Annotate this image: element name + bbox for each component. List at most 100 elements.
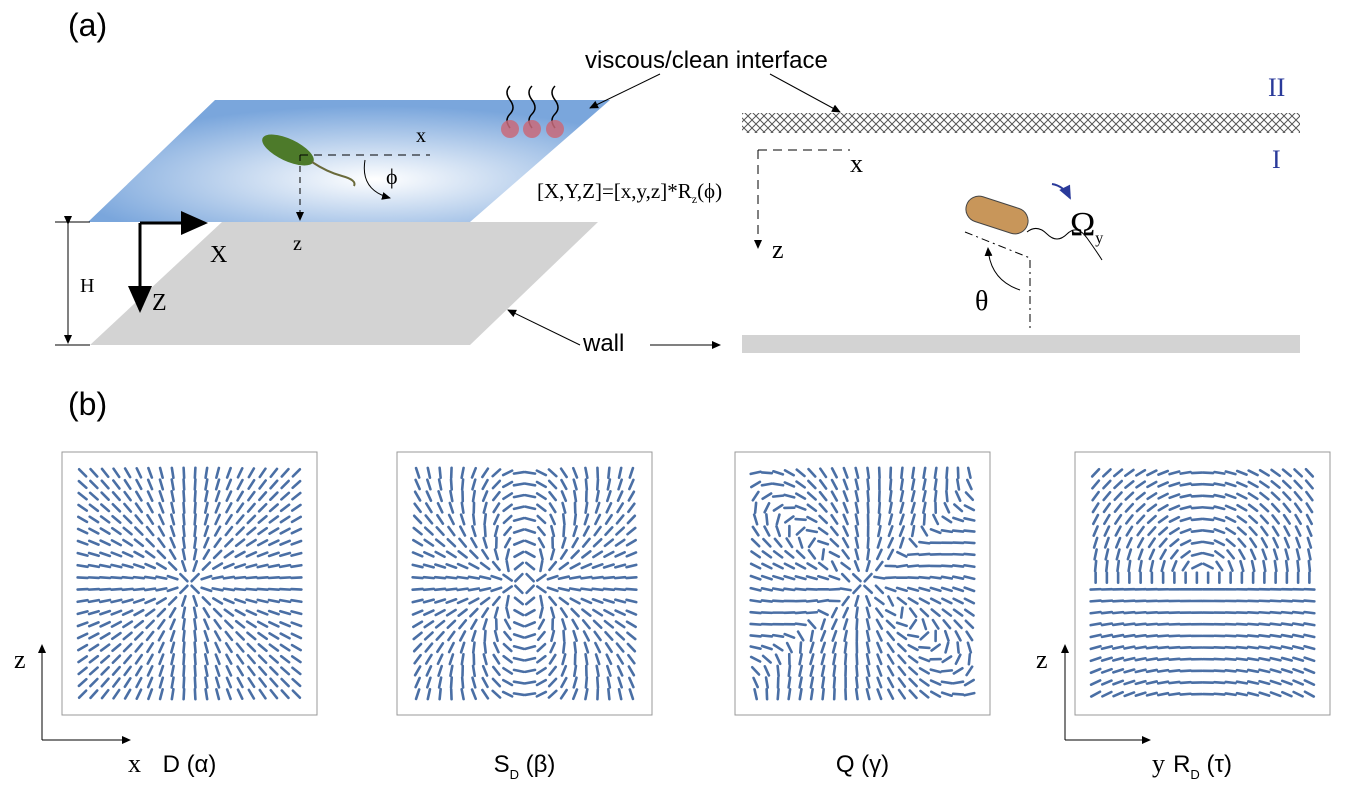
- axis-label: x: [850, 149, 863, 178]
- axis-label: x: [128, 749, 141, 778]
- streamline-dash: [811, 689, 812, 699]
- streamline-dash: [540, 561, 542, 571]
- angle-label: ϕ: [386, 164, 398, 189]
- streamline-dash: [778, 689, 779, 699]
- streamline-dash: [194, 538, 195, 548]
- streamline-dash: [593, 577, 603, 578]
- streamline-dash: [773, 484, 783, 486]
- streamline-dash: [1214, 682, 1224, 683]
- streamline-dash: [458, 589, 468, 590]
- streamline-dash: [1309, 561, 1310, 571]
- label-part: Q (γ): [836, 751, 889, 778]
- streamline-dash: [514, 484, 524, 486]
- streamline-dash: [964, 542, 974, 543]
- streamline-dash: [1271, 647, 1281, 649]
- streamline-dash: [514, 472, 524, 474]
- streamline-dash: [766, 514, 767, 524]
- label-part: (β): [519, 751, 555, 778]
- streamline-dash: [291, 577, 301, 578]
- streamline-dash: [1124, 635, 1134, 637]
- region-label: I: [1272, 145, 1281, 174]
- streamline-dash: [145, 577, 155, 578]
- streamline-dash: [946, 491, 947, 501]
- streamline-dash: [78, 577, 88, 578]
- streamline-dash: [1169, 693, 1179, 694]
- streamline-dash: [1102, 624, 1112, 626]
- streamline-dash: [485, 631, 486, 641]
- streamline-dash: [924, 468, 926, 478]
- streamline-dash: [280, 565, 290, 567]
- streamline-dash: [874, 577, 884, 579]
- streamline-dash: [1237, 659, 1247, 660]
- streamline-dash: [908, 635, 918, 637]
- streamline-dash: [751, 624, 761, 625]
- streamline-dash: [1147, 658, 1157, 660]
- streamline-dash: [845, 654, 846, 664]
- streamline-dash: [829, 589, 839, 590]
- streamline-dash: [123, 589, 133, 590]
- flow-plot: [1075, 452, 1330, 715]
- streamline-dash: [1282, 635, 1292, 637]
- streamline-dash: [485, 526, 486, 536]
- streamline-dash: [485, 514, 486, 524]
- rod: [963, 193, 1032, 238]
- streamline-dash: [1169, 636, 1179, 637]
- theta-arc: [988, 248, 1020, 290]
- streamline-dash: [1259, 612, 1269, 613]
- streamline-dash: [1147, 670, 1157, 672]
- streamline-dash: [1237, 682, 1247, 684]
- streamline-dash: [1169, 670, 1179, 671]
- streamline-dash: [897, 565, 907, 567]
- streamline-dash: [1169, 647, 1179, 648]
- label-part: D (α): [163, 751, 217, 778]
- streamline-dash: [235, 577, 245, 578]
- streamline-dash: [183, 526, 184, 536]
- streamline-dash: [469, 588, 479, 590]
- streamline-dash: [1091, 601, 1101, 602]
- streamline-dash: [473, 643, 474, 653]
- streamline-dash: [258, 577, 268, 578]
- streamline-dash: [111, 577, 121, 578]
- streamline-dash: [183, 538, 184, 548]
- streamline-dash: [134, 577, 144, 578]
- streamline-dash: [807, 600, 817, 601]
- streamline-dash: [1124, 647, 1134, 649]
- streamline-dash: [1113, 635, 1123, 637]
- streamline-dash: [1181, 682, 1191, 683]
- streamline-dash: [111, 589, 121, 590]
- streamline-dash: [1113, 601, 1123, 602]
- streamline-dash: [608, 689, 609, 699]
- streamline-dash: [424, 589, 434, 590]
- axis-label: X: [210, 242, 227, 268]
- streamline-dash: [901, 468, 902, 478]
- streamline-dash: [462, 678, 463, 688]
- streamline-dash: [856, 689, 857, 699]
- plot-label: Q (γ): [836, 751, 889, 778]
- streamline-dash: [1158, 647, 1168, 648]
- streamline-dash: [1275, 561, 1277, 571]
- flow-plot: [62, 452, 317, 715]
- streamline-dash: [195, 666, 196, 676]
- streamline-dash: [195, 678, 196, 688]
- plot-frame: [1075, 452, 1330, 715]
- streamline-dash: [563, 643, 564, 653]
- streamline-dash: [953, 682, 963, 684]
- streamline-dash: [1192, 496, 1202, 497]
- streamline-dash: [773, 601, 783, 602]
- streamline-dash: [89, 565, 99, 567]
- streamline-dash: [856, 678, 857, 688]
- streamline-dash: [1271, 601, 1281, 602]
- streamline-dash: [525, 682, 535, 684]
- streamline-dash: [123, 577, 133, 578]
- axis-label: z: [1036, 645, 1048, 674]
- streamline-dash: [953, 694, 963, 695]
- streamline-dash: [1147, 612, 1157, 613]
- streamline-dash: [1102, 612, 1112, 613]
- streamline-dash: [183, 631, 184, 641]
- streamline-dash: [1124, 612, 1134, 613]
- streamline-dash: [796, 612, 806, 613]
- plot-frame: [397, 452, 652, 715]
- streamline-dash: [184, 479, 185, 489]
- streamline-dash: [1203, 496, 1213, 497]
- streamline-dash: [834, 678, 835, 688]
